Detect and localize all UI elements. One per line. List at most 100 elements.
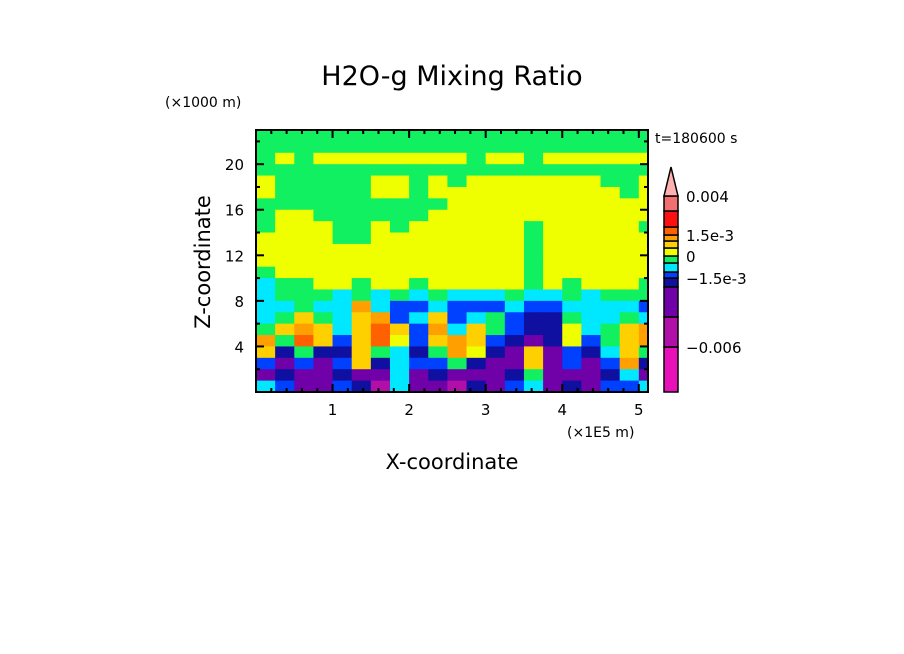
field-cell [543,164,563,177]
field-cell [447,198,468,211]
field-cell [638,232,649,245]
field-cell [389,346,410,359]
field-cell [543,380,563,393]
field-cell [562,266,582,279]
field-cell [523,335,544,348]
field-cell [332,357,353,370]
field-cell [619,141,640,154]
field-cell [523,130,544,142]
field-cell [428,130,449,142]
field-cell [466,266,487,279]
field-cell [332,369,353,382]
field-cell [543,243,563,256]
field-cell [275,243,295,256]
field-cell [447,255,468,268]
field-cell [428,221,449,234]
field-cell [523,278,544,291]
field-cell [485,357,506,370]
field-cell [294,198,315,211]
field-cell [370,380,391,393]
field-cell [485,221,506,234]
field-cell [504,198,525,211]
field-cell [294,130,315,142]
field-cell [389,335,410,348]
field-cell [332,198,353,211]
field-cell [523,289,544,302]
field-cell [447,141,468,154]
field-cell [313,175,334,188]
field-cell [409,164,429,177]
field-cell [332,323,353,336]
field-cell [447,243,468,256]
field-cell [409,243,429,256]
field-cell [466,243,487,256]
field-cell [523,312,544,325]
field-cell [485,186,506,199]
y-tick-label: 12 [225,247,244,265]
field-cell [600,152,621,165]
field-cell [485,369,506,382]
field-cell [466,164,487,177]
field-cell [562,164,582,177]
field-cell [581,266,602,279]
field-cell [562,335,582,348]
field-cell [389,278,410,291]
field-cell [600,380,621,393]
field-cell [504,243,525,256]
field-cell [562,186,582,199]
field-cell [313,130,334,142]
field-cell [504,209,525,222]
field-cell [275,164,295,177]
field-cell [275,369,295,382]
x-axis-label: X-coordinate [386,450,519,474]
field-cell [619,209,640,222]
field-cell [543,221,563,234]
field-cell [256,255,276,268]
field-cell [619,278,640,291]
field-cell [600,357,621,370]
field-cell [332,141,353,154]
field-cell [389,300,410,313]
field-cell [619,323,640,336]
field-cell [485,209,506,222]
field-cell [275,175,295,188]
field-cell [294,357,315,370]
field-cell [638,278,649,291]
field-cell [370,164,391,177]
field-cell [562,141,582,154]
field-cell [581,209,602,222]
field-cell [409,289,429,302]
field-cell [543,289,563,302]
colorbar: 0.004 1.5e-3 0 −1.5e-3 −0.006 [663,166,747,393]
field-cell [370,221,391,234]
field-cell [275,198,295,211]
field-cell [523,255,544,268]
field-cell [466,198,487,211]
field-cell [428,335,449,348]
field-cell [370,255,391,268]
field-cell [428,141,449,154]
field-cell [466,369,487,382]
field-cell [389,312,410,325]
field-cell [313,380,334,393]
field-cell [523,357,544,370]
field-cell [600,278,621,291]
field-cell [294,141,315,154]
field-cell [409,380,429,393]
contour-field [256,130,649,393]
field-cell [294,312,315,325]
field-cell [466,209,487,222]
field-cell [351,221,372,234]
field-cell [275,152,295,165]
field-cell [562,380,582,393]
field-cell [638,357,649,370]
field-cell [466,175,487,188]
field-cell [332,266,353,279]
field-cell [370,141,391,154]
field-cell [294,289,315,302]
field-cell [600,266,621,279]
field-cell [562,300,582,313]
field-cell [447,186,468,199]
x-tick-label: 2 [404,401,414,419]
